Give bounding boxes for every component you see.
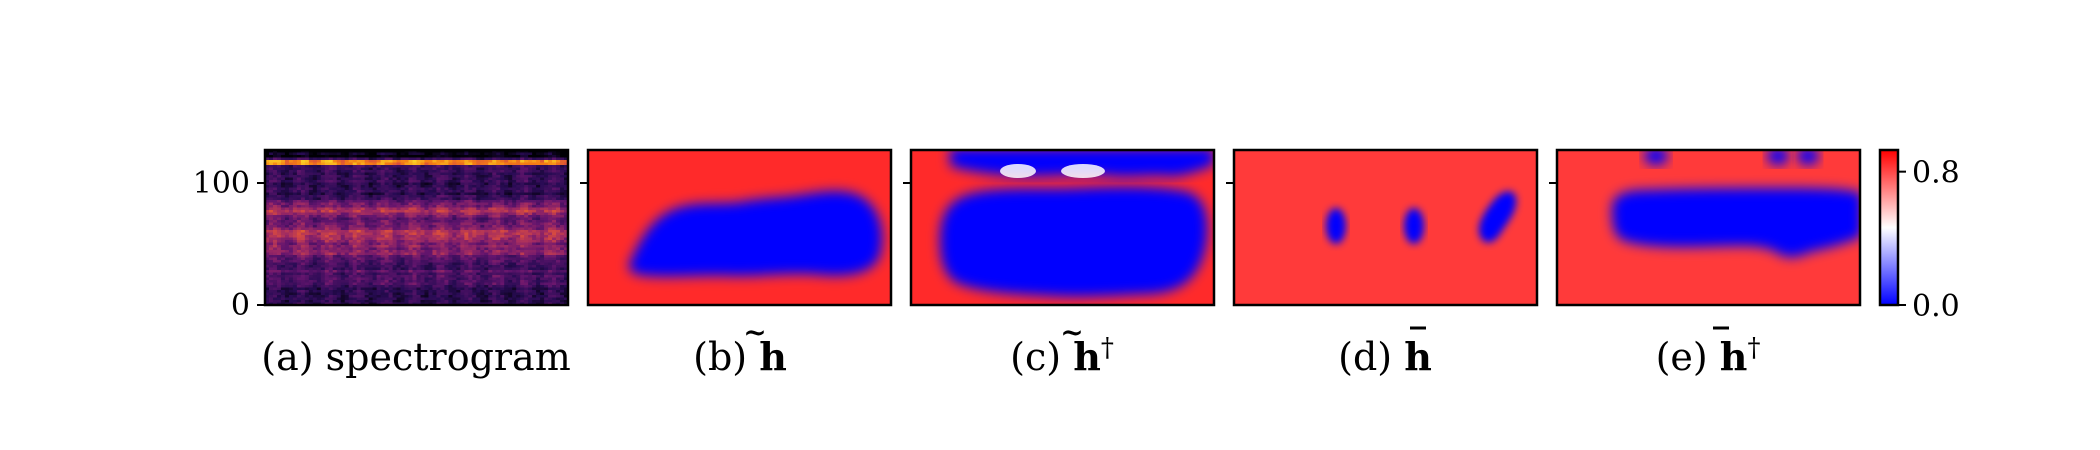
caption-a-label: spectrogram — [326, 335, 571, 379]
colorbar-gradient — [1880, 150, 1898, 305]
panel-b-frame — [586, 148, 893, 307]
panel-c-image — [911, 150, 1214, 305]
panel-a-y-axis: 100 0 — [193, 166, 265, 323]
colorbar-ticks: 0.0 0.8 — [1898, 156, 1960, 324]
caption-c-prefix: (c) — [1010, 335, 1061, 379]
caption-d: (d) h — [1338, 334, 1432, 379]
panel-e: (e) h† — [1549, 148, 1862, 379]
panel-c: (c) h† ~ — [903, 148, 1216, 379]
caption-b-symbol: h — [759, 334, 787, 379]
caption-b-prefix: (b) — [693, 335, 747, 379]
caption-c-symbol: h — [1073, 334, 1101, 379]
caption-e-prefix: (e) — [1656, 335, 1708, 379]
caption-b-accent: ~ — [743, 316, 766, 349]
colorbar-tick-label-1: 0.8 — [1912, 156, 1960, 191]
panel-b-low-region — [628, 191, 883, 277]
caption-a-prefix: (a) — [261, 335, 313, 379]
panel-d: (d) h — [1226, 148, 1539, 379]
colorbar-frame — [1878, 148, 1900, 307]
caption-c-superscript: † — [1101, 333, 1114, 363]
panel-e-image — [1557, 150, 1860, 305]
caption-e-symbol: h — [1720, 334, 1748, 379]
panel-d-image — [1234, 150, 1537, 305]
panel-d-low-spot-3 — [1478, 191, 1517, 243]
panel-b-image — [588, 150, 891, 305]
caption-e-superscript: † — [1747, 333, 1760, 363]
panel-e-frame — [1555, 148, 1862, 307]
colorbar-tick-label-0: 0.0 — [1912, 289, 1960, 324]
caption-d-prefix: (d) — [1338, 335, 1392, 379]
caption-e: (e) h† — [1656, 333, 1761, 379]
caption-a: (a) spectrogram — [261, 335, 571, 379]
caption-c: (c) h† — [1010, 333, 1114, 379]
spectrogram-image — [265, 150, 568, 305]
panel-d-low-spot-1 — [1326, 208, 1346, 244]
ytick-label-0: 0 — [231, 288, 250, 323]
panel-e-low-region — [1612, 188, 1860, 258]
caption-b: (b) h — [693, 334, 787, 379]
caption-c-accent: ~ — [1060, 316, 1083, 349]
panel-d-frame — [1232, 148, 1539, 307]
panel-a-spectrogram: 100 0 (a) spectrogram — [193, 148, 571, 379]
caption-d-symbol: h — [1404, 334, 1432, 379]
ytick-label-100: 100 — [193, 166, 250, 201]
panel-c-frame — [909, 148, 1216, 307]
panel-a-frame — [263, 148, 570, 307]
colorbar: 0.0 0.8 — [1878, 148, 1960, 324]
panel-c-low-region-main — [940, 186, 1208, 297]
panel-b: (b) h ~ — [580, 148, 893, 379]
panel-d-low-spot-2 — [1404, 208, 1424, 244]
